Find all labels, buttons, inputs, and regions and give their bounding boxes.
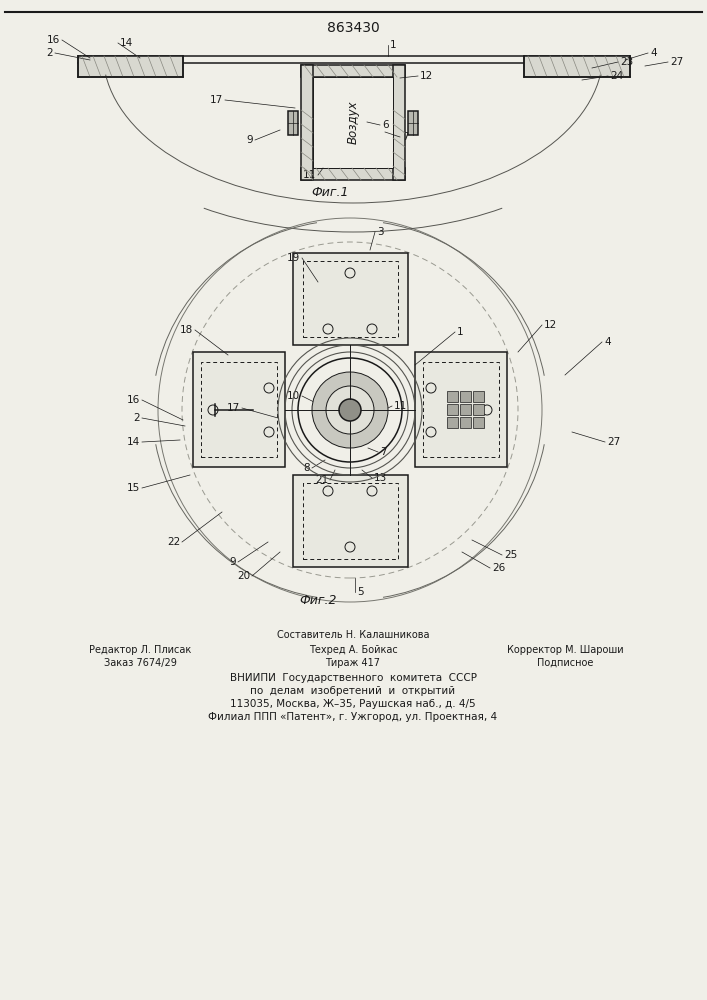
- Text: 1: 1: [457, 327, 464, 337]
- Text: 18: 18: [180, 325, 193, 335]
- Text: 16: 16: [47, 35, 60, 45]
- Bar: [447, 404, 458, 415]
- Bar: [415, 352, 507, 467]
- Bar: [193, 352, 285, 467]
- Bar: [408, 110, 418, 134]
- Text: 23: 23: [620, 57, 633, 67]
- Bar: [524, 56, 630, 77]
- Text: 12: 12: [544, 320, 557, 330]
- Text: 17: 17: [210, 95, 223, 105]
- Circle shape: [339, 399, 361, 421]
- Text: Воздух: Воздух: [346, 101, 359, 144]
- Bar: [460, 404, 471, 415]
- Text: 17: 17: [227, 403, 240, 413]
- Text: Фиг.2: Фиг.2: [299, 593, 337, 606]
- Text: 22: 22: [167, 537, 180, 547]
- Text: 13: 13: [374, 473, 387, 483]
- Text: 4: 4: [650, 48, 657, 58]
- Text: 1: 1: [390, 40, 397, 50]
- Text: 12: 12: [420, 71, 433, 81]
- Text: Фиг.1: Фиг.1: [311, 186, 349, 198]
- Bar: [293, 475, 408, 567]
- Bar: [303, 261, 398, 337]
- Text: Подписное: Подписное: [537, 658, 593, 668]
- Text: 8: 8: [303, 463, 310, 473]
- Text: 6: 6: [370, 423, 377, 433]
- Text: Редактор Л. Плисак: Редактор Л. Плисак: [89, 645, 191, 655]
- Text: 15: 15: [127, 483, 140, 493]
- Text: 16: 16: [127, 395, 140, 405]
- Text: Тираж 417: Тираж 417: [325, 658, 380, 668]
- Text: Филиал ППП «Патент», г. Ужгород, ул. Проектная, 4: Филиал ППП «Патент», г. Ужгород, ул. Про…: [209, 712, 498, 722]
- Text: 19: 19: [287, 253, 300, 263]
- Text: Составитель Н. Калашникова: Составитель Н. Калашникова: [276, 630, 429, 640]
- Bar: [293, 253, 408, 345]
- Text: 11: 11: [394, 401, 407, 411]
- Text: 2: 2: [47, 48, 53, 58]
- Text: Техред А. Бойкас: Техред А. Бойкас: [309, 645, 397, 655]
- Bar: [447, 417, 458, 428]
- Bar: [460, 391, 471, 402]
- Text: Заказ 7674/29: Заказ 7674/29: [103, 658, 177, 668]
- Bar: [201, 362, 277, 457]
- Text: 6: 6: [382, 120, 389, 130]
- Bar: [78, 56, 183, 77]
- Circle shape: [312, 372, 388, 448]
- Text: Корректор М. Шароши: Корректор М. Шароши: [507, 645, 624, 655]
- Bar: [473, 417, 484, 428]
- Text: ВНИИПИ  Государственного  комитета  СССР: ВНИИПИ Государственного комитета СССР: [230, 673, 477, 683]
- Text: 113035, Москва, Ж–35, Раушская наб., д. 4/5: 113035, Москва, Ж–35, Раушская наб., д. …: [230, 699, 476, 709]
- Text: 27: 27: [670, 57, 683, 67]
- Text: 20: 20: [237, 571, 250, 581]
- Text: 24: 24: [610, 71, 624, 81]
- Text: 7: 7: [380, 447, 387, 457]
- Bar: [313, 77, 393, 168]
- Text: 25: 25: [504, 550, 518, 560]
- Text: 27: 27: [607, 437, 620, 447]
- Bar: [303, 483, 398, 559]
- Text: 7: 7: [402, 132, 409, 142]
- Bar: [473, 391, 484, 402]
- Bar: [301, 65, 405, 77]
- Bar: [288, 110, 298, 134]
- Bar: [393, 65, 405, 180]
- Text: 14: 14: [127, 437, 140, 447]
- Bar: [473, 404, 484, 415]
- Bar: [447, 391, 458, 402]
- Text: 3: 3: [377, 227, 384, 237]
- Text: 863430: 863430: [327, 21, 380, 35]
- Bar: [423, 362, 499, 457]
- Text: 26: 26: [492, 563, 506, 573]
- Bar: [460, 417, 471, 428]
- Circle shape: [326, 386, 374, 434]
- Text: 11: 11: [303, 170, 316, 180]
- Text: 9: 9: [229, 557, 236, 567]
- Text: 14: 14: [120, 38, 133, 48]
- Bar: [301, 65, 313, 180]
- Text: 2: 2: [134, 413, 140, 423]
- Bar: [301, 168, 405, 180]
- Text: 5: 5: [357, 587, 363, 597]
- Text: 9: 9: [246, 135, 253, 145]
- Text: по  делам  изобретений  и  открытий: по делам изобретений и открытий: [250, 686, 455, 696]
- Text: 21: 21: [315, 475, 328, 485]
- Text: 4: 4: [604, 337, 611, 347]
- Text: 10: 10: [287, 391, 300, 401]
